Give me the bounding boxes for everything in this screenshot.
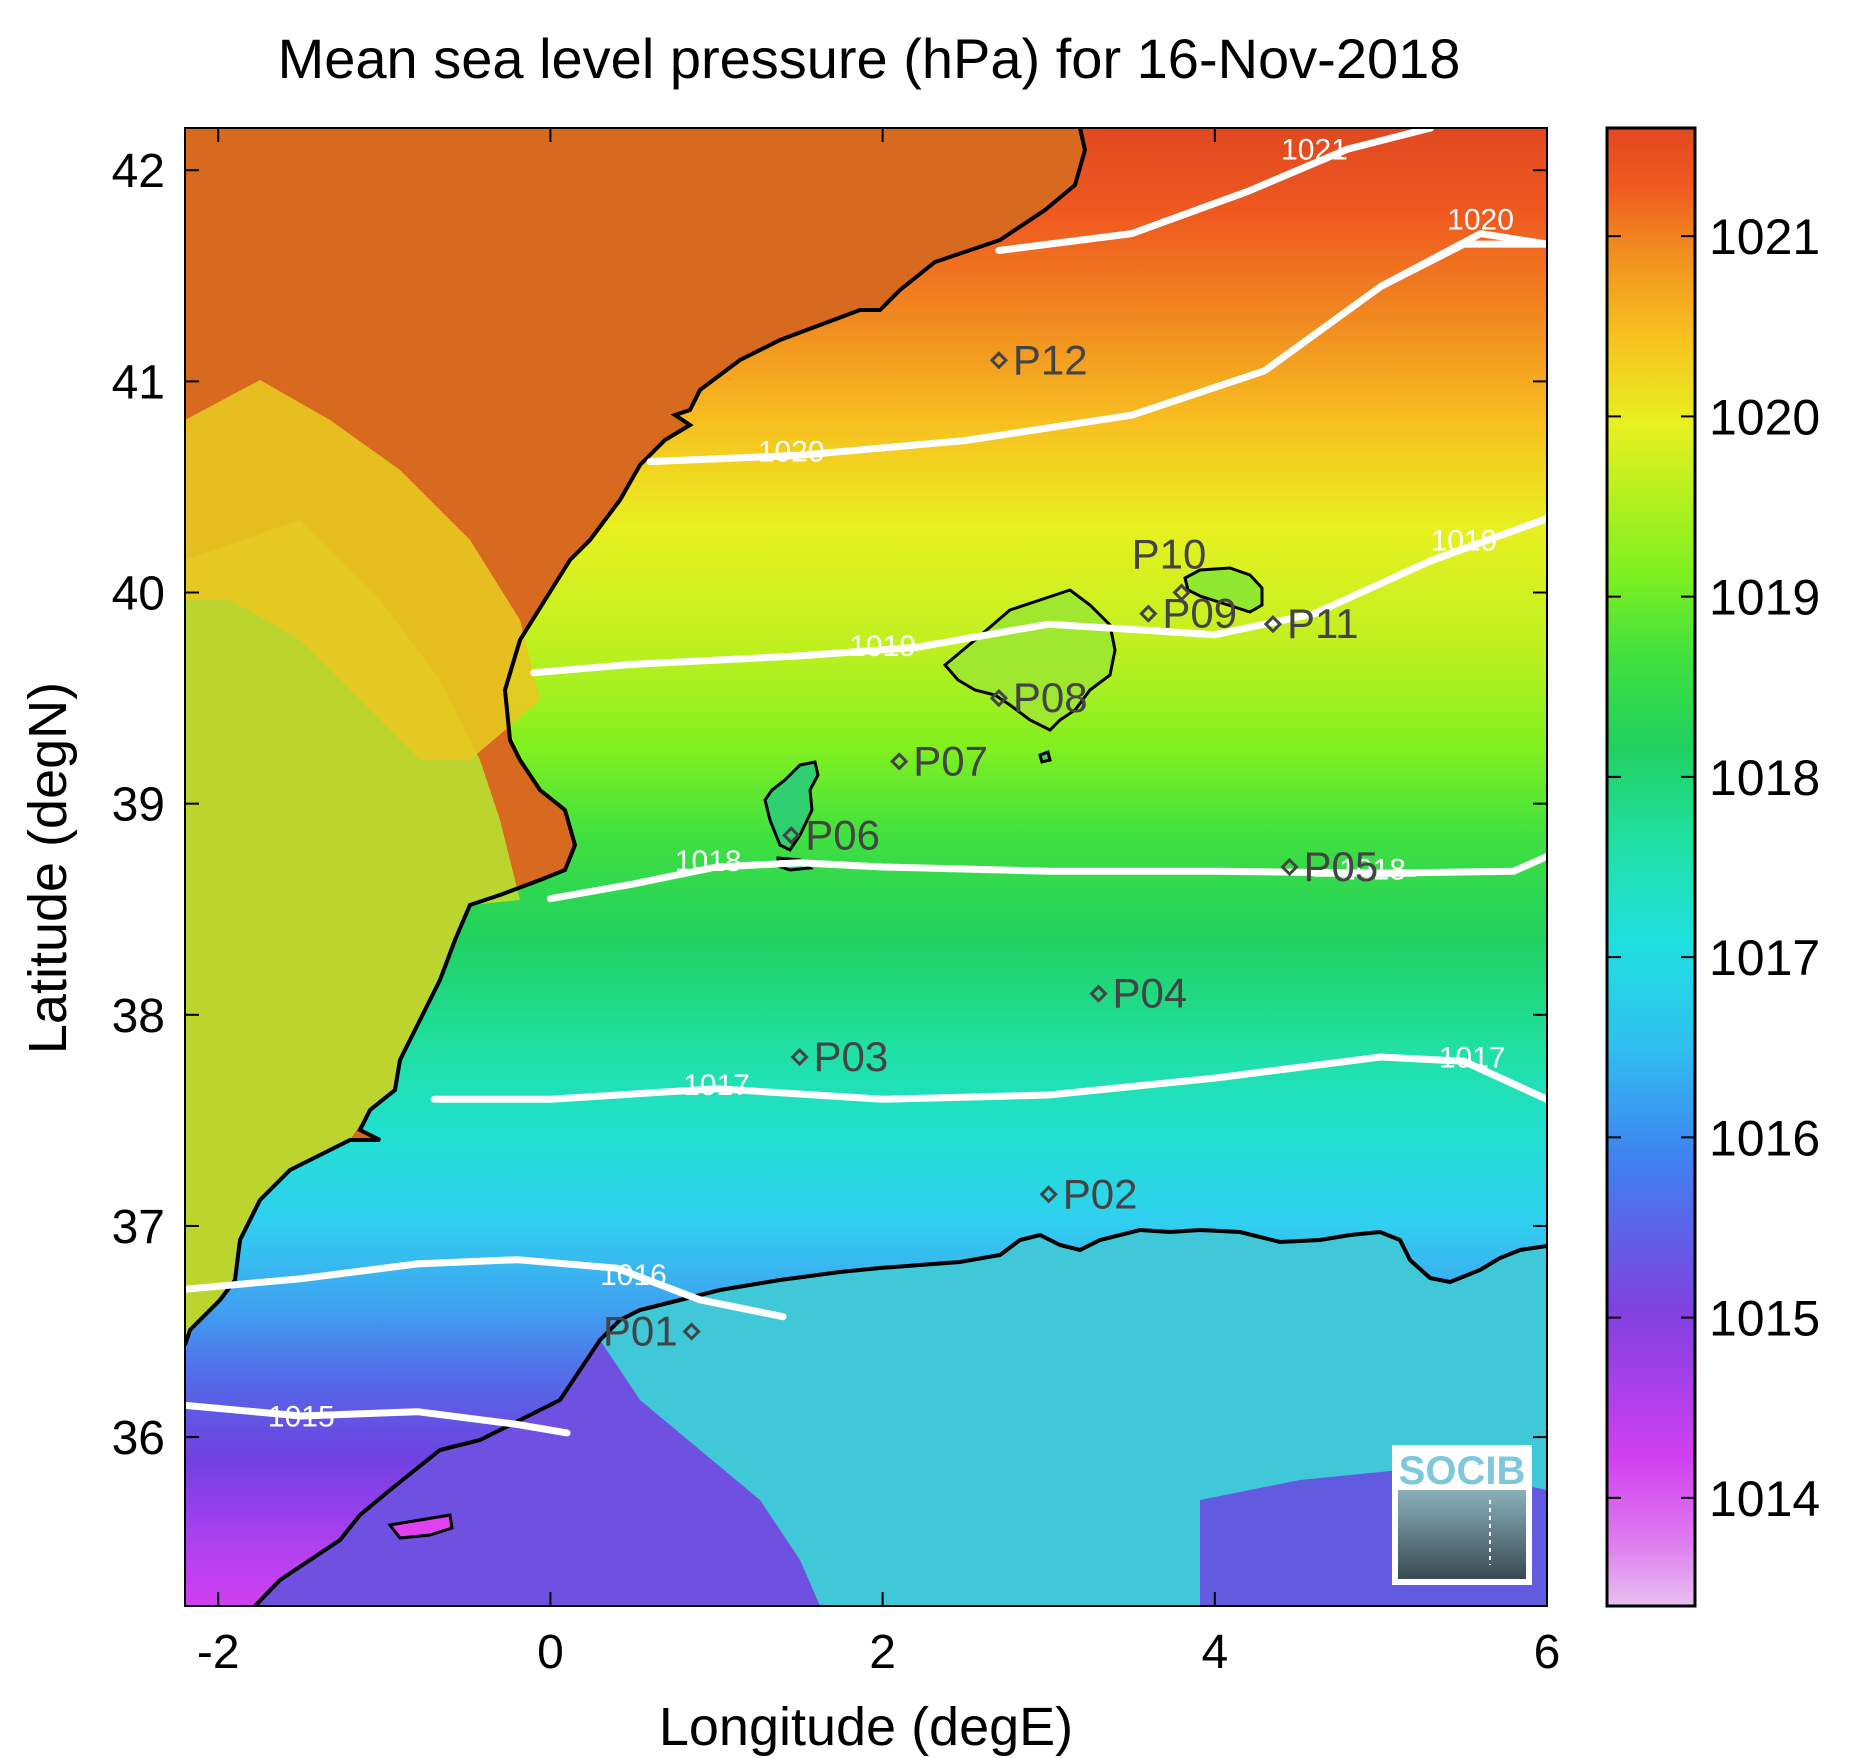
map-frame (184, 127, 1548, 1607)
station-marker (1280, 857, 1299, 877)
x-axis: -2 0 2 4 6 (197, 128, 1560, 1679)
isobar-line-1019 (1427, 515, 1547, 565)
station-label: P01 (603, 1308, 678, 1355)
isobar-label: 1017 (683, 1069, 750, 1102)
isobar-label: 1019 (1431, 524, 1498, 557)
colorbar-ticks: 1014 1015 1016 1017 1018 1019 1020 1021 (1607, 209, 1820, 1527)
colorbar-tick-label: 1021 (1709, 209, 1820, 265)
station-label: P05 (1304, 843, 1379, 890)
station-marker (1039, 1185, 1058, 1204)
socib-logo: SOCIB (1392, 1445, 1532, 1585)
socib-logo-text: SOCIB (1399, 1449, 1526, 1493)
land-iberia (185, 128, 1085, 1345)
station-label: P07 (913, 737, 988, 784)
y-tick-label: 42 (112, 145, 165, 198)
station-label: P10 (1132, 531, 1207, 578)
x-tick-label: -2 (197, 1626, 240, 1679)
coastline-iberia (185, 128, 1088, 1346)
colorbar-tick-label: 1015 (1709, 1291, 1820, 1347)
y-tick-label: 38 (112, 990, 165, 1043)
station-marker (989, 351, 1009, 370)
isobar-label: 1017 (1439, 1042, 1506, 1075)
station-label: P06 (805, 811, 880, 858)
station-marker (782, 826, 801, 845)
station-label: P12 (1013, 336, 1088, 383)
isobar-line-1016 (185, 1256, 787, 1321)
chart-title: Mean sea level pressure (hPa) for 16-Nov… (278, 27, 1461, 90)
land-iberia-mid (185, 380, 540, 760)
island-menorca (1183, 566, 1264, 614)
isobar-label: 1020 (1447, 203, 1514, 236)
isobar-label: 1018 (675, 845, 742, 878)
x-tick-label: 6 (1534, 1626, 1561, 1679)
y-tick-label: 37 (112, 1201, 165, 1254)
isobar-label: 1015 (268, 1401, 335, 1434)
colorbar-tick-label: 1019 (1709, 570, 1820, 626)
colorbar-gradient (1605, 126, 1697, 1608)
station-label: P08 (1013, 674, 1088, 721)
colorbar: 1014 1015 1016 1017 1018 1019 1020 1021 (1605, 126, 1820, 1608)
station-label: P03 (814, 1033, 889, 1080)
colorbar-tick-label: 1016 (1709, 1110, 1820, 1166)
station-marker (989, 688, 1009, 708)
station-marker (1172, 583, 1191, 602)
island-alboran-coast (387, 1513, 454, 1540)
station-marker (1139, 604, 1158, 623)
isobar-label: 1020 (758, 436, 825, 469)
isobar-line-1021 (995, 128, 1435, 254)
y-axis: 36 37 38 39 40 41 42 (112, 145, 1547, 1465)
x-tick-label: 2 (869, 1626, 896, 1679)
x-axis-label: Longitude (degE) (659, 1697, 1073, 1757)
isobar-label: 1021 (1281, 134, 1348, 167)
isobar-line-1017 (430, 1053, 1547, 1103)
y-tick-label: 36 (112, 1412, 165, 1465)
colorbar-tick-label: 1018 (1709, 750, 1820, 806)
isobar-line-1018 (546, 852, 1547, 903)
station-marker (1089, 984, 1108, 1003)
land-north-africa-west (255, 1340, 820, 1606)
station-marker (1263, 615, 1283, 634)
isobar-line-1017 (1460, 1057, 1547, 1103)
station-marker (890, 752, 909, 771)
coastline-north-africa (253, 1227, 1547, 1606)
map-panel: 1015 1016 1017 1017 1018 1018 1019 1019 1020 1020… (185, 128, 1547, 1606)
station-label: P11 (1287, 600, 1359, 647)
colorbar-tick-label: 1020 (1709, 389, 1820, 445)
isobar-line-1019 (530, 515, 1547, 677)
colorbar-tick-label: 1017 (1709, 930, 1820, 986)
isobar-contours: 1015 1016 1017 1017 1018 1018 1019 1019 1020 1020… (185, 128, 1547, 1437)
y-tick-label: 40 (112, 568, 165, 621)
station-label: P04 (1113, 970, 1188, 1017)
colorbar-tick-label: 1014 (1709, 1471, 1820, 1527)
station-markers: P01 P02 P03 P04 P05 P06 P07 P08 P09 P10 P11 P12 (603, 336, 1378, 1354)
station-marker (682, 1322, 701, 1341)
y-tick-label: 39 (112, 779, 165, 832)
isobar-line-1020 (1377, 230, 1547, 290)
y-axis-label: Latitude (degN) (18, 682, 78, 1054)
isobar-label: 1019 (849, 630, 916, 663)
isobar-label: 1018 (1339, 854, 1406, 887)
y-tick-label: 41 (112, 356, 165, 409)
isobar-line-1015 (185, 1401, 571, 1437)
station-label: P09 (1162, 590, 1237, 637)
x-tick-label: 0 (537, 1626, 564, 1679)
island-cabrera (1038, 750, 1052, 764)
x-tick-label: 4 (1201, 1626, 1228, 1679)
station-label: P02 (1063, 1170, 1138, 1217)
station-marker (790, 1047, 809, 1067)
isobar-label: 1016 (600, 1259, 667, 1292)
